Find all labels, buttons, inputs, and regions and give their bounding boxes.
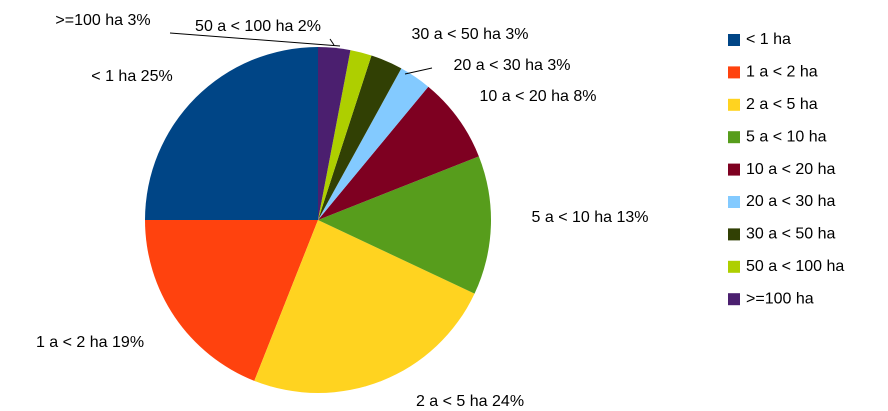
pie-slice [318, 68, 429, 220]
pie-slice [318, 47, 351, 220]
legend-label: 50 a < 100 ha [746, 258, 844, 275]
legend-label: 2 a < 5 ha [746, 96, 818, 113]
legend-label: 1 a < 2 ha [746, 64, 818, 81]
data-label: 10 a < 20 ha 8% [480, 88, 597, 105]
legend-swatch [728, 228, 740, 241]
legend-label: 10 a < 20 ha [746, 161, 836, 178]
legend-swatch [728, 98, 740, 111]
pie-slice [254, 220, 475, 393]
pie-slice [318, 156, 491, 294]
pie-slice [318, 86, 479, 221]
legend-swatch [728, 260, 740, 273]
legend-label: 5 a < 10 ha [746, 128, 827, 145]
leader-line [169, 32, 341, 47]
data-label: 30 a < 50 ha 3% [412, 26, 529, 43]
pie-slice [318, 55, 402, 220]
data-label: < 1 ha 25% [91, 68, 172, 85]
legend-swatch [728, 293, 740, 306]
data-label: 5 a < 10 ha 13% [532, 209, 649, 226]
leader-line [404, 67, 433, 75]
legend-swatch [728, 196, 740, 208]
data-label: >=100 ha 3% [55, 12, 150, 29]
pie-slice [145, 47, 318, 220]
data-label: 20 a < 30 ha 3% [454, 57, 571, 74]
legend-label: >=100 ha [746, 290, 814, 307]
legend-swatch [728, 34, 740, 46]
leader-line [329, 38, 335, 46]
pie-slice [318, 50, 372, 221]
legend-label: 30 a < 50 ha [746, 226, 836, 243]
data-label: 1 a < 2 ha 19% [36, 334, 144, 351]
data-label: 50 a < 100 ha 2% [195, 18, 321, 35]
legend-swatch [728, 66, 740, 79]
legend-swatch [728, 163, 740, 176]
legend-label: < 1 ha [746, 31, 791, 48]
pie-slice [145, 220, 318, 381]
data-label: 2 a < 5 ha 24% [416, 393, 524, 410]
legend-label: 20 a < 30 ha [746, 193, 836, 210]
legend-swatch [728, 131, 740, 144]
